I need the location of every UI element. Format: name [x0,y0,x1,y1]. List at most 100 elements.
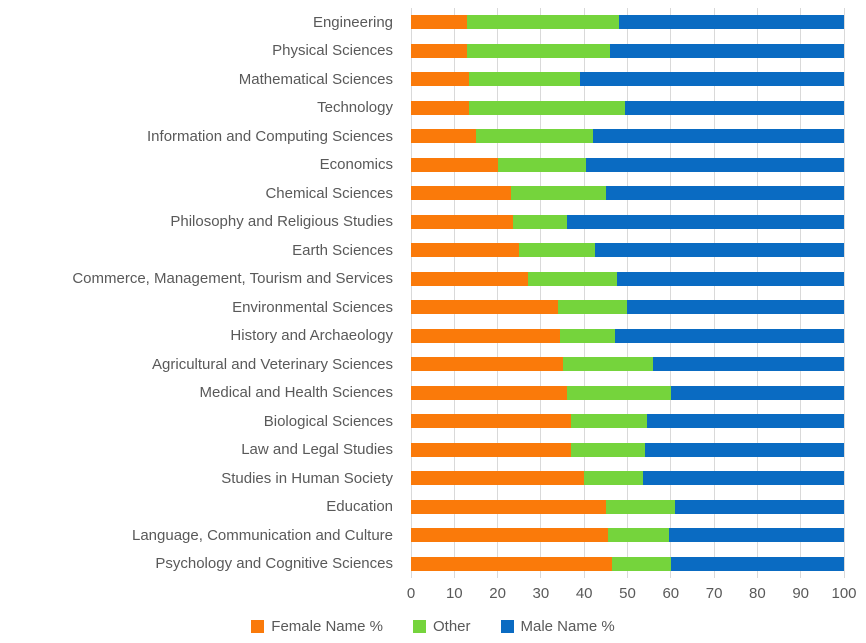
plot-area [410,8,845,579]
bar-segment-female-name[interactable] [411,357,563,371]
bar-segment-other[interactable] [571,414,647,428]
bar-segment-female-name[interactable] [411,271,528,286]
bar-segment-male-name[interactable] [670,385,844,400]
bar-row [411,37,844,66]
gridline [497,8,499,578]
x-tick-label: 70 [705,585,723,602]
bar-segment-other[interactable] [584,471,643,485]
bar-row [411,179,844,208]
gridline [410,8,412,578]
bar-segment-male-name[interactable] [618,15,844,29]
category-label: Commerce, Management, Tourism and Servic… [72,270,393,288]
gridline [756,8,758,578]
bar-segment-male-name[interactable] [627,300,844,314]
x-tick-label: 50 [619,585,636,602]
bar-segment-male-name[interactable] [586,157,844,172]
bar-segment-female-name[interactable] [411,556,613,571]
bar-row [411,265,844,294]
bar-segment-female-name[interactable] [411,442,572,457]
x-tick-label: 20 [489,585,506,602]
bar-segment-other[interactable] [512,214,567,229]
bar-segment-male-name[interactable] [579,72,844,86]
bar-segment-other[interactable] [510,186,606,200]
category-label: Education [326,498,393,516]
bar-row [411,236,844,265]
bar-segment-other[interactable] [562,357,654,371]
bar-segment-female-name[interactable] [411,471,585,485]
bar-row [411,550,844,579]
category-label: Engineering [312,13,393,31]
bar-row [411,208,844,237]
bar-segment-male-name[interactable] [644,442,844,457]
bar-segment-other[interactable] [566,385,671,400]
category-label: Chemical Sciences [265,184,393,202]
bar-segment-other[interactable] [475,129,593,143]
legend: Female Name % Other Male Name % [0,618,866,635]
bar-row [411,493,844,522]
bar-segment-other[interactable] [605,499,676,514]
bar-segment-male-name[interactable] [670,556,844,571]
bar-segment-other[interactable] [558,300,628,314]
category-label: Physical Sciences [272,42,393,60]
bar-segment-female-name[interactable] [411,300,559,314]
category-label: Information and Computing Sciences [147,127,393,145]
bar-segment-male-name[interactable] [566,214,844,229]
legend-item-male-name[interactable]: Male Name % [500,618,615,635]
bar-row [411,350,844,379]
x-tick-label: 60 [662,585,680,602]
bar-segment-other[interactable] [469,100,626,115]
bar-segment-female-name[interactable] [411,214,513,229]
bar-segment-male-name[interactable] [675,499,844,514]
category-label: Biological Sciences [263,412,393,430]
bar-segment-female-name[interactable] [411,528,608,542]
bar-segment-female-name[interactable] [411,243,520,257]
bar-segment-male-name[interactable] [616,271,844,286]
bar-segment-other[interactable] [519,243,596,257]
bar-segment-female-name[interactable] [411,328,561,343]
bar-segment-female-name[interactable] [411,43,468,58]
bar-segment-female-name[interactable] [411,186,511,200]
bar-segment-female-name[interactable] [411,499,606,514]
category-label: Language, Communication and Culture [132,526,393,544]
bar-segment-female-name[interactable] [411,100,470,115]
x-tick-label: 0 [406,585,416,602]
bar-row [411,521,844,550]
bar-segment-other[interactable] [571,442,645,457]
bar-segment-other[interactable] [527,271,617,286]
bar-segment-male-name[interactable] [642,471,844,485]
bar-segment-male-name[interactable] [653,357,844,371]
bar-segment-other[interactable] [469,72,580,86]
bar-segment-male-name[interactable] [610,43,844,58]
category-label: Agricultural and Veterinary Sciences [152,355,393,373]
bar-segment-male-name[interactable] [668,528,844,542]
legend-item-female-name[interactable]: Female Name % [251,618,383,635]
legend-item-other[interactable]: Other [412,618,471,635]
bar-segment-female-name[interactable] [411,72,470,86]
bar-segment-other[interactable] [560,328,615,343]
gridline [627,8,628,578]
x-tick-label: 90 [792,585,810,602]
gridline [713,8,715,578]
x-axis: 0 10 20 30 40 50 60 70 80 90 100 [407,584,857,604]
bar-segment-male-name[interactable] [614,328,844,343]
bar-segment-other[interactable] [612,556,671,571]
bar-segment-male-name[interactable] [646,414,844,428]
bar-segment-male-name[interactable] [605,186,844,200]
bar-segment-other[interactable] [497,157,587,172]
bar-segment-other[interactable] [467,43,611,58]
bar-segment-other[interactable] [467,15,619,29]
bar-segment-other[interactable] [608,528,669,542]
bar-segment-female-name[interactable] [411,157,498,172]
bar-segment-female-name[interactable] [411,385,567,400]
bar-row [411,379,844,408]
bar-segment-female-name[interactable] [411,414,572,428]
bar-segment-male-name[interactable] [625,100,844,115]
bar-segment-female-name[interactable] [411,129,476,143]
bar-segment-female-name[interactable] [411,15,468,29]
gridline [670,8,672,578]
bar-segment-male-name[interactable] [592,129,844,143]
x-tick-label: 10 [445,585,463,602]
category-label: Earth Sciences [292,241,393,259]
bar-row [411,65,844,94]
bar-segment-male-name[interactable] [595,243,844,257]
